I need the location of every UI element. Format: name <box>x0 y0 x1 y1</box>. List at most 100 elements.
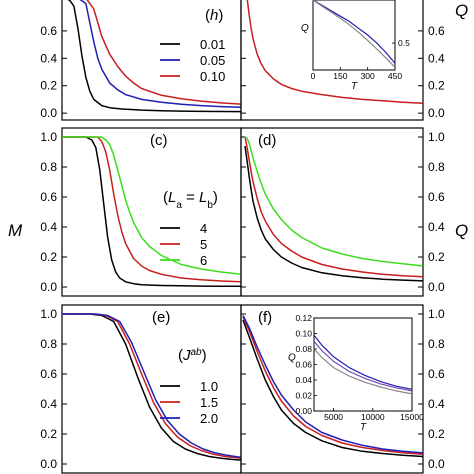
legend-title-c: (La = Lb) <box>163 189 218 211</box>
y-tick-label-b-2: 0.4 <box>428 51 445 65</box>
y-tick-label-c-4: 0.8 <box>40 160 57 174</box>
inset-line-b-1 <box>312 0 396 68</box>
panel-e: 0.00.20.40.60.81.0 (e)(Jab)1.01.52.0 <box>40 304 242 474</box>
y-tick-label-d-0: 0.0 <box>428 280 445 294</box>
series-line-f-1 <box>242 316 424 456</box>
inset-x-tick-label-f-2: 15000 <box>400 412 424 422</box>
inset-x-tick-label-f-1: 10000 <box>361 412 385 422</box>
y-tick-label-e-2: 0.4 <box>40 397 57 411</box>
inset-line-f-2 <box>313 348 413 395</box>
y-tick-label-f-0: 0.0 <box>428 457 445 471</box>
series-line-e-2 <box>62 313 242 459</box>
series-line-a-0 <box>67 0 242 113</box>
panel-label-e: (e) <box>152 309 170 326</box>
panel-label-f: (f) <box>258 309 272 326</box>
series-line-a-2 <box>86 0 242 105</box>
inset-line-f-0 <box>313 334 413 390</box>
y-tick-label-d-4: 0.8 <box>428 160 445 174</box>
inset-frame-b <box>312 0 396 71</box>
inset-y-tick-label-f-4: 0.08 <box>295 344 312 354</box>
y-tick-label-a-1: 0.2 <box>40 79 57 93</box>
inset-b: 0 150 300 450 0.5 T Q <box>301 0 410 92</box>
y-tick-label-c-5: 1.0 <box>40 130 57 144</box>
inset-xlabel-b: T <box>351 81 358 92</box>
y-tick-label-d-2: 0.4 <box>428 220 445 234</box>
y-tick-label-d-5: 1.0 <box>428 130 445 144</box>
y-tick-label-c-0: 0.0 <box>40 280 57 294</box>
inset-x-tick-label-f-0: 5000 <box>324 412 343 422</box>
series-line-e-0 <box>62 313 242 461</box>
legend-label-a-2: 0.10 <box>200 69 225 84</box>
inset-ylabel-f: Q <box>288 353 296 364</box>
panel-a: 0.0 0.2 0.4 0.6 (h) 0.010.050.10 <box>40 0 242 121</box>
series-line-d-1 <box>244 136 424 278</box>
top-right-axis-title: Q <box>455 1 468 20</box>
y-tick-label-e-3: 0.6 <box>40 367 57 381</box>
inset-line-b-0 <box>312 0 396 64</box>
panel-b-frame <box>240 0 424 121</box>
panel-d: 0.0 0.2 0.4 0.6 0.8 1.0 (d) <box>240 127 445 297</box>
panel-b: 0.0 0.2 0.4 0.6 0 150 300 450 0.5 T Q <box>240 0 445 121</box>
series-line-d-0 <box>244 145 424 282</box>
legend-title-part-c-4: L <box>199 189 207 206</box>
right-axis-title: Q <box>455 221 468 240</box>
panel-d-frame <box>240 127 424 297</box>
y-tick-label-e-5: 1.0 <box>40 307 57 321</box>
legend-title-e: (Jab) <box>178 347 207 365</box>
inset-right-tick-label-b: 0.5 <box>398 38 410 48</box>
legend-title-part-c-3: = <box>182 189 199 206</box>
y-tick-label-c-3: 0.6 <box>40 190 57 204</box>
y-tick-label-e-1: 0.2 <box>40 427 57 441</box>
legend-title-part-a-2: ) <box>218 7 223 24</box>
y-tick-label-a-0: 0.0 <box>40 106 57 120</box>
y-tick-label-d-1: 0.2 <box>428 250 445 264</box>
inset-line-f-1 <box>313 340 413 392</box>
inset-y-tick-label-f-2: 0.04 <box>295 375 312 385</box>
legend-label-e-1: 1.5 <box>200 395 218 410</box>
inset-ylabel-b: Q <box>301 23 309 34</box>
inset-x-tick-label-b-3: 450 <box>388 71 402 81</box>
y-tick-label-e-4: 0.8 <box>40 337 57 351</box>
legend-label-c-1: 5 <box>200 237 207 252</box>
inset-frame-f <box>313 317 413 412</box>
series-line-f-2 <box>242 315 424 454</box>
series-line-a-1 <box>79 0 242 109</box>
legend-label-a-1: 0.05 <box>200 53 225 68</box>
legend-title-part-c-1: L <box>168 189 176 206</box>
inset-x-tick-label-b-2: 300 <box>361 71 375 81</box>
series-line-c-0 <box>62 136 241 288</box>
y-tick-label-b-0: 0.0 <box>428 106 445 120</box>
legend-title-part-c-6: ) <box>213 189 218 206</box>
legend-title-part-a-1: h <box>210 7 218 24</box>
series-line-c-1 <box>62 136 242 283</box>
y-tick-label-b-1: 0.2 <box>428 79 445 93</box>
panel-label-c: (c) <box>150 132 168 149</box>
y-tick-label-d-3: 0.6 <box>428 190 445 204</box>
series-line-e-1 <box>62 313 242 460</box>
inset-f: 5000 10000 15000 0.00 0.02 0.04 0.06 0.08 0.10 0.… <box>288 313 424 433</box>
y-tick-label-b-3: 0.6 <box>428 24 445 38</box>
series-line-f-0 <box>242 319 424 458</box>
inset-xlabel-f: T <box>360 422 367 433</box>
legend-title-a: (h) <box>205 7 223 24</box>
legend-title-part-e-0: ( <box>178 347 183 364</box>
legend-title-part-e-1: J <box>182 347 191 364</box>
inset-y-tick-label-f-5: 0.10 <box>295 329 312 339</box>
legend-title-part-c-5: b <box>207 200 213 211</box>
legend-label-c-0: 4 <box>200 221 207 236</box>
series-line-c-2 <box>62 136 242 276</box>
legend-title-part-a-0: ( <box>205 7 210 24</box>
legend-label-c-2: 6 <box>200 253 207 268</box>
y-tick-label-f-1: 0.2 <box>428 427 445 441</box>
left-axis-title: M <box>8 221 23 240</box>
panel-f: 0.0 0.2 0.4 0.6 0.8 1.0 (f) 5000 10000 15000 0.00 0… <box>240 304 445 474</box>
series-line-b-0 <box>246 0 424 105</box>
y-tick-label-c-2: 0.4 <box>40 220 57 234</box>
y-tick-label-e-0: 0.0 <box>40 457 57 471</box>
legend-label-e-2: 2.0 <box>200 411 218 426</box>
legend-title-part-c-2: a <box>176 200 182 211</box>
y-tick-label-a-2: 0.4 <box>40 51 57 65</box>
series-line-d-2 <box>244 136 424 267</box>
legend-title-part-c-0: ( <box>163 189 168 206</box>
